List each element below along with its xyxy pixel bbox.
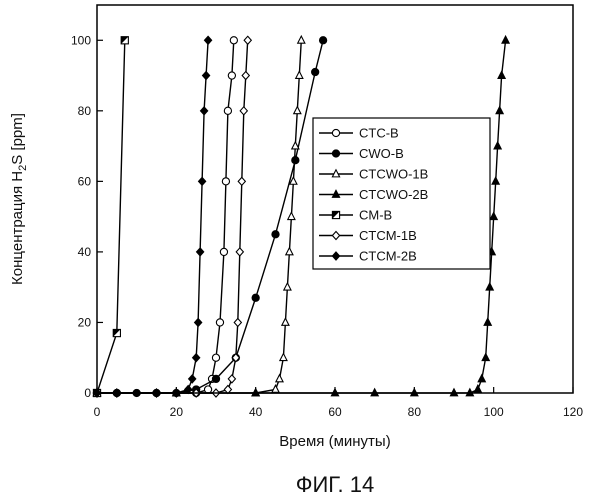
x-axis-label: Время (минуты) (279, 433, 390, 450)
figure-caption: ФИГ. 14 (296, 472, 374, 497)
series-ctcwo-1b-point-8 (286, 248, 293, 255)
legend-entry-ctcwo-1b-label: CTCWO-1B (359, 167, 428, 182)
y-tick-label-80: 80 (78, 104, 92, 118)
series-ctcm-1b-point-13 (244, 36, 251, 44)
series-ctc-b (93, 37, 237, 397)
series-cwo-b-point-9 (272, 231, 279, 238)
series-ctc-b-point-4 (204, 386, 211, 393)
series-ctcm-2b-point-12 (204, 36, 211, 44)
series-ctcwo-1b-point-14 (298, 36, 305, 43)
y-tick-label-0: 0 (84, 386, 91, 400)
series-ctcwo-1b-point-11 (292, 142, 299, 149)
legend-entry-ctcm-1b-label: CTCM-1B (359, 228, 417, 243)
series-cwo-b-point-11 (312, 68, 319, 75)
series-ctcm-1b (93, 36, 251, 397)
series-cm-b (93, 37, 128, 397)
series-ctcwo-2b-point-14 (490, 212, 497, 219)
series-ctcwo-2b-point-16 (494, 142, 501, 149)
legend-entry-cm-b-marker (332, 211, 339, 218)
series-ctc-b-point-6 (212, 354, 219, 361)
series-ctc-b-point-8 (220, 248, 227, 255)
series-ctcm-1b-point-12 (242, 72, 249, 80)
series-cwo-b-point-12 (320, 37, 327, 44)
legend-entry-ctc-b-label: CTC-B (359, 126, 399, 141)
series-ctcwo-1b-point-4 (276, 375, 283, 382)
legend-entry-cm-b-label: CM-B (359, 208, 392, 223)
series-ctcm-2b-point-11 (202, 72, 209, 80)
y-axis-label: Концентрация H2S [ppm] (9, 113, 29, 285)
series-ctcwo-2b-point-8 (474, 385, 481, 392)
series-ctcm-1b-point-6 (228, 375, 235, 383)
series-ctc-b-point-10 (224, 107, 231, 114)
y-axis-label-part-1: Концентрация H (9, 171, 26, 285)
series-ctcm-1b-point-9 (236, 248, 243, 256)
series-cwo-b-point-6 (212, 375, 219, 382)
x-tick-label-100: 100 (484, 405, 504, 419)
series-ctcwo-1b-point-7 (284, 283, 291, 290)
legend-entry-ctc-b-marker (332, 129, 339, 136)
series-ctc-b-line (97, 40, 234, 393)
series-ctcwo-1b-point-5 (280, 354, 287, 361)
y-tick-label-40: 40 (78, 245, 92, 259)
series-ctcwo-1b-point-3 (272, 385, 279, 392)
series-ctcm-2b (93, 36, 211, 397)
series-ctc-b-point-7 (216, 319, 223, 326)
legend-entry-cwo-b-label: CWO-B (359, 146, 404, 161)
legend-entry-ctcm-2b-label: CTCM-2B (359, 249, 417, 264)
series-ctcm-1b-point-11 (240, 107, 247, 115)
series-ctcwo-2b-point-18 (498, 71, 505, 78)
series-ctcm-2b-point-9 (199, 177, 206, 185)
series-ctcm-1b-point-10 (238, 177, 245, 185)
series-ctcm-2b-point-10 (201, 107, 208, 115)
series-ctcwo-1b-line (97, 40, 301, 393)
series-ctcm-2b-point-8 (197, 248, 204, 256)
series-ctcwo-1b-point-9 (288, 212, 295, 219)
series-ctcwo-2b-point-11 (484, 318, 491, 325)
series-ctcwo-2b-point-9 (478, 375, 485, 382)
series-ctcm-2b-point-5 (189, 375, 196, 383)
x-tick-label-0: 0 (94, 405, 101, 419)
series-ctcwo-1b (93, 36, 304, 396)
series-ctcwo-2b-point-15 (492, 177, 499, 184)
series-ctcwo-2b-point-19 (502, 36, 509, 43)
series-ctcwo-1b-point-12 (294, 107, 301, 114)
y-tick-label-60: 60 (78, 174, 92, 188)
series-ctcwo-1b-point-13 (296, 71, 303, 78)
series-ctc-b-point-11 (228, 72, 235, 79)
y-tick-label-20: 20 (78, 315, 92, 329)
series-cm-b-point-2 (121, 37, 128, 44)
series-ctc-b-point-12 (230, 37, 237, 44)
x-tick-label-20: 20 (170, 405, 184, 419)
x-tick-label-120: 120 (563, 405, 583, 419)
x-tick-label-80: 80 (408, 405, 422, 419)
legend: CTC-B CWO-B CTCWO-1B CTCWO-2B CM-B CTCM-1B CTC… (313, 118, 490, 269)
series-ctcwo-2b-point-17 (496, 107, 503, 114)
series-ctcm-2b-point-6 (193, 354, 200, 362)
series-ctcwo-2b-point-12 (486, 283, 493, 290)
x-tick-label-60: 60 (328, 405, 342, 419)
series-ctcwo-1b-point-6 (282, 318, 289, 325)
x-tick-label-40: 40 (249, 405, 263, 419)
series-ctcm-2b-line (97, 40, 208, 393)
series-cm-b-point-1 (113, 329, 120, 336)
series-cwo-b-point-8 (252, 294, 259, 301)
y-tick-label-100: 100 (71, 33, 91, 47)
series-cm-b-line (97, 40, 125, 393)
series-ctcm-2b-point-7 (195, 318, 202, 326)
legend-entry-cwo-b-marker (332, 150, 339, 157)
y-axis-label-part-2: S [ppm] (9, 113, 26, 165)
series-ctcwo-2b-point-10 (482, 354, 489, 361)
series-ctcm-1b-point-8 (234, 318, 241, 326)
legend-entry-ctcwo-2b-label: CTCWO-2B (359, 187, 428, 202)
series-ctc-b-point-9 (222, 178, 229, 185)
